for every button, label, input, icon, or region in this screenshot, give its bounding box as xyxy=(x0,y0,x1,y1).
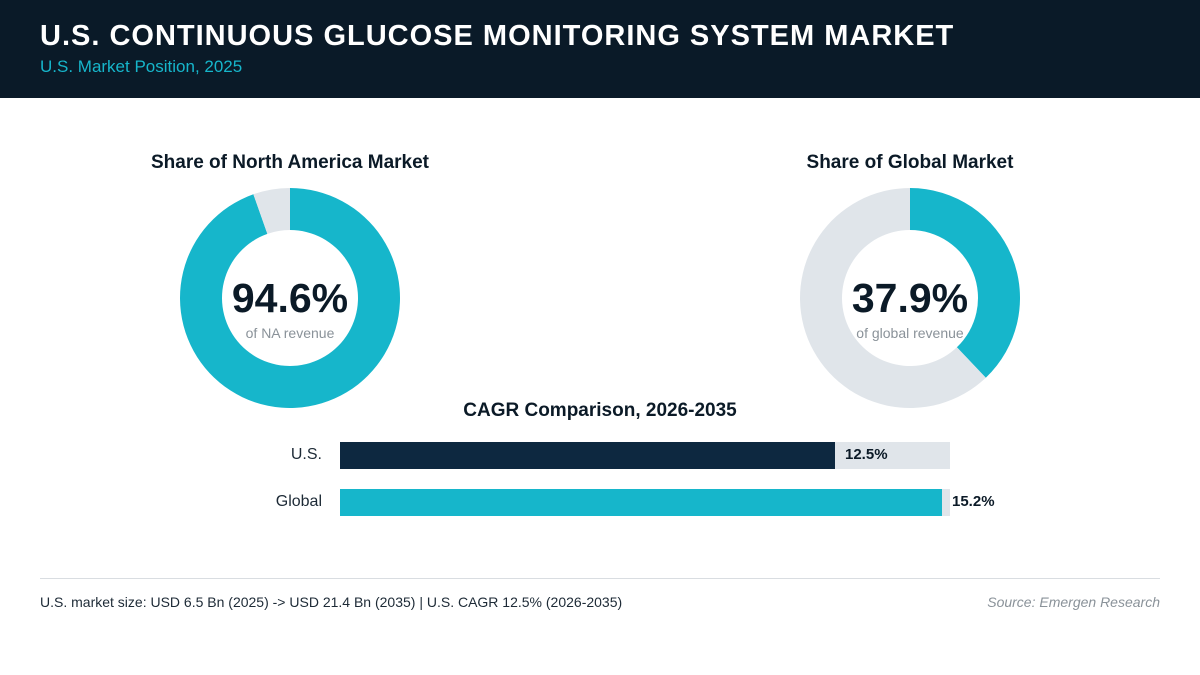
footer-divider xyxy=(40,578,1160,579)
bar-label-us: U.S. xyxy=(290,446,322,463)
global-share-title: Share of Global Market xyxy=(806,152,1014,173)
na-share-donut: 94.6% of NA revenue xyxy=(180,188,400,408)
na-share-slice-1 xyxy=(253,188,290,234)
global-share-slice-0 xyxy=(910,188,1020,378)
bar-track-us: 12.5% xyxy=(340,442,950,469)
bar-global xyxy=(340,489,942,516)
bar-value-global: 15.2% xyxy=(952,493,995,510)
na-share-donut-svg xyxy=(180,188,400,408)
footer-note: U.S. market size: USD 6.5 Bn (2025) -> U… xyxy=(40,594,623,610)
global-share-donut: 37.9% of global revenue xyxy=(800,188,1020,408)
page-subtitle: U.S. Market Position, 2025 xyxy=(40,57,243,76)
global-share-caption: of global revenue xyxy=(856,325,964,341)
na-share-caption: of NA revenue xyxy=(245,325,335,341)
na-share-value: 94.6% xyxy=(231,275,349,321)
na-share-title: Share of North America Market xyxy=(150,152,430,173)
bar-label-global: Global xyxy=(275,493,322,510)
global-share-donut-svg xyxy=(800,188,1020,408)
na-share-slice-0 xyxy=(180,188,400,408)
cagr-chart-title: CAGR Comparison, 2026-2035 xyxy=(463,400,737,421)
bar-us xyxy=(340,442,835,469)
bar-value-us: 12.5% xyxy=(845,446,888,463)
global-share-value: 37.9% xyxy=(851,275,969,321)
bar-track-global: 15.2% xyxy=(340,489,995,516)
header-banner: U.S. CONTINUOUS GLUCOSE MONITORING SYSTE… xyxy=(0,0,1200,98)
footer-source: Source: Emergen Research xyxy=(987,594,1160,610)
global-share-slice-1 xyxy=(800,188,986,408)
page-title: U.S. CONTINUOUS GLUCOSE MONITORING SYSTE… xyxy=(40,20,955,52)
